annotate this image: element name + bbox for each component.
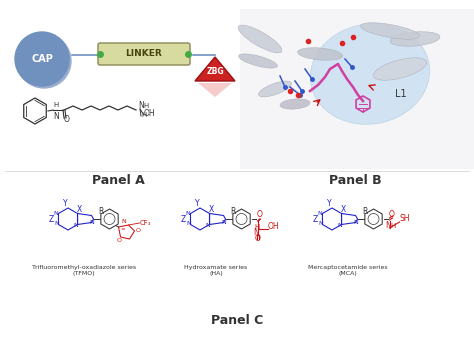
Text: N: N <box>53 112 59 121</box>
Ellipse shape <box>238 25 282 53</box>
Text: SH: SH <box>400 214 410 223</box>
Text: X: X <box>341 205 346 214</box>
Text: X: X <box>77 205 82 214</box>
Text: O: O <box>136 228 140 234</box>
Text: L1: L1 <box>395 89 407 99</box>
Text: N: N <box>89 219 94 224</box>
Text: N: N <box>54 221 59 226</box>
Text: N: N <box>73 223 78 228</box>
Text: H: H <box>53 102 58 108</box>
Text: O: O <box>255 234 261 243</box>
Text: Trifluoromethyl-oxadiazole series
(TFMO): Trifluoromethyl-oxadiazole series (TFMO) <box>32 265 136 276</box>
Text: N: N <box>254 228 259 237</box>
Text: O: O <box>64 116 70 124</box>
Text: Panel A: Panel A <box>91 175 145 187</box>
Ellipse shape <box>374 58 427 80</box>
Ellipse shape <box>390 32 440 46</box>
Text: =: = <box>120 227 125 232</box>
Text: N: N <box>221 219 226 224</box>
Text: Y: Y <box>63 199 67 208</box>
Text: N: N <box>186 221 191 226</box>
Ellipse shape <box>258 81 292 97</box>
Text: H: H <box>143 103 148 109</box>
Text: Mercaptocetamide series
(MCA): Mercaptocetamide series (MCA) <box>308 265 388 276</box>
Text: N: N <box>318 221 323 226</box>
Text: LINKER: LINKER <box>126 49 163 59</box>
Text: N: N <box>138 101 144 110</box>
Text: CF₃: CF₃ <box>139 220 151 226</box>
Text: X: X <box>209 205 214 214</box>
Text: O: O <box>117 238 122 243</box>
Text: N: N <box>386 221 392 230</box>
Polygon shape <box>198 83 232 97</box>
Text: Panel B: Panel B <box>328 175 381 187</box>
Text: Y: Y <box>327 199 331 208</box>
Text: CAP: CAP <box>31 54 53 64</box>
Text: N: N <box>353 219 358 224</box>
Text: N: N <box>205 223 210 228</box>
Text: N: N <box>185 211 190 216</box>
Text: R: R <box>98 206 103 216</box>
Text: R: R <box>362 206 367 216</box>
Text: Panel C: Panel C <box>211 315 263 327</box>
Text: R: R <box>230 206 235 216</box>
Text: O: O <box>256 210 263 219</box>
Text: Z: Z <box>181 215 186 223</box>
Text: N: N <box>53 211 58 216</box>
Text: OH: OH <box>144 109 155 118</box>
Text: N: N <box>317 211 322 216</box>
Circle shape <box>17 34 71 88</box>
Polygon shape <box>195 57 235 81</box>
Text: H: H <box>390 223 395 229</box>
Text: Z: Z <box>48 215 54 223</box>
Text: H: H <box>254 224 259 230</box>
Text: O: O <box>389 210 394 219</box>
FancyBboxPatch shape <box>240 9 474 169</box>
Ellipse shape <box>280 99 310 109</box>
Circle shape <box>15 32 69 86</box>
Text: ZBG: ZBG <box>206 67 224 77</box>
Text: H: H <box>141 112 146 118</box>
Ellipse shape <box>310 24 430 124</box>
Ellipse shape <box>360 23 419 39</box>
Text: Y: Y <box>195 199 199 208</box>
Text: N: N <box>121 219 126 224</box>
Text: N: N <box>337 223 342 228</box>
Ellipse shape <box>238 54 277 68</box>
FancyBboxPatch shape <box>98 43 190 65</box>
Text: OH: OH <box>267 222 279 231</box>
Text: Hydroxamate series
(HA): Hydroxamate series (HA) <box>184 265 247 276</box>
Text: Z: Z <box>312 215 318 223</box>
Ellipse shape <box>298 48 342 60</box>
